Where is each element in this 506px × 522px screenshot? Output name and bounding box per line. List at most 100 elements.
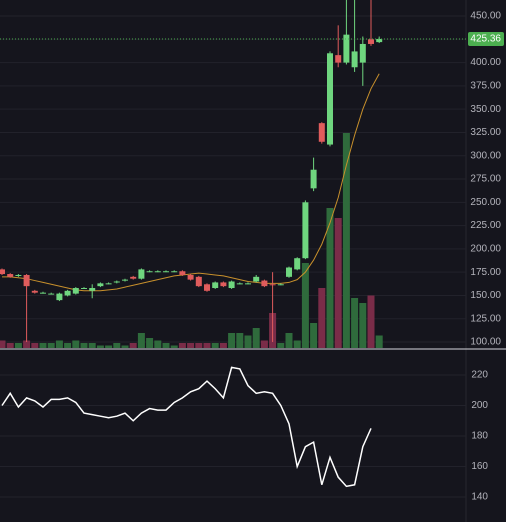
volume-bar (31, 343, 39, 348)
candle-body (97, 283, 104, 287)
volume-bar (154, 340, 162, 348)
last-price-box (468, 31, 504, 46)
candle-body (154, 271, 161, 273)
candle-body (89, 288, 96, 291)
y-tick-label: 125.00 (470, 313, 501, 324)
y-tick-label: 375.00 (470, 81, 501, 92)
volume-bar (195, 343, 203, 348)
candle-body (236, 283, 243, 285)
candle-body (343, 34, 350, 63)
volume-bar (203, 343, 211, 348)
y-tick-label: 300.00 (470, 150, 501, 161)
y-tick-label: 140 (471, 492, 488, 503)
volume-bar (367, 295, 375, 348)
candle-body (253, 276, 260, 282)
y-tick-label: 150.00 (470, 290, 501, 301)
candle-body (277, 284, 284, 286)
y-tick-label: 275.00 (470, 174, 501, 185)
last-price-label: 425.36 (470, 34, 501, 45)
candle-body (286, 267, 292, 277)
volume-bar (228, 333, 236, 348)
volume-bar (326, 208, 334, 348)
volume-bar (285, 333, 293, 348)
volume-bar (88, 343, 96, 348)
candle-body (130, 276, 137, 279)
candle-body (195, 276, 202, 287)
candle-body (368, 39, 374, 44)
volume-bar (64, 343, 72, 348)
candle-body (122, 279, 128, 281)
volume-bar (252, 328, 260, 348)
y-tick-label: 350.00 (470, 104, 501, 115)
volume-bar (55, 340, 63, 348)
candle-body (261, 280, 268, 287)
y-tick-label: 220 (471, 370, 488, 381)
volume-bar (334, 218, 342, 348)
candle-body (15, 274, 22, 276)
volume-bar (359, 303, 367, 348)
volume-bar (260, 340, 268, 348)
volume-bar (146, 338, 154, 348)
candle-body (302, 202, 309, 259)
volume-bar (277, 343, 285, 348)
volume-bar (342, 133, 350, 348)
candle-body (327, 53, 333, 145)
candle-body (138, 269, 145, 279)
candle-body (376, 38, 383, 43)
volume-bar (375, 335, 383, 348)
volume-bar (318, 288, 326, 348)
candle-body (40, 292, 46, 294)
candle-body (23, 274, 30, 287)
candle-body (335, 55, 342, 63)
volume-bar (72, 340, 80, 348)
volume-bar (351, 298, 359, 348)
volume-bar (219, 343, 227, 348)
volume-bar (47, 343, 55, 348)
volume-bar (178, 343, 186, 348)
volume-bar (301, 263, 309, 348)
candle-body (146, 271, 153, 273)
candle-body (81, 288, 87, 290)
volume-bar (105, 345, 113, 348)
volume-bar (39, 343, 47, 348)
volume-bar (96, 345, 104, 348)
candle-body (359, 43, 366, 63)
candle-body (56, 293, 63, 301)
y-tick-label: 250.00 (470, 197, 501, 208)
volume-bar (310, 323, 318, 348)
volume-bar (113, 343, 121, 348)
candle-body (7, 274, 14, 277)
candle-body (0, 269, 5, 275)
volume-bar (137, 333, 145, 348)
volume-bar (0, 340, 6, 348)
volume-bar (162, 343, 170, 348)
candle-body (113, 281, 120, 283)
candle-body (294, 258, 301, 270)
volume-bar (187, 343, 195, 348)
candle-body (171, 271, 178, 273)
y-tick-label: 325.00 (470, 127, 501, 138)
candle-body (187, 274, 194, 280)
candle-body (245, 283, 251, 285)
y-tick-label: 180 (471, 431, 488, 442)
volume-bar (129, 343, 137, 348)
volume-bar (244, 335, 252, 348)
candle-body (310, 169, 317, 189)
y-tick-label: 200 (471, 400, 488, 411)
candle-body (269, 284, 276, 286)
candle-body (163, 271, 169, 273)
candle-body (220, 282, 227, 287)
candle-body (105, 283, 112, 285)
candle-body (204, 284, 210, 291)
volume-bar (23, 340, 31, 348)
volume-bar (293, 340, 301, 348)
candle-body (72, 288, 79, 294)
y-tick-label: 225.00 (470, 220, 501, 231)
candle-body (228, 281, 235, 289)
volume-bar (80, 343, 88, 348)
volume-bar (211, 343, 219, 348)
candle-body (64, 290, 71, 296)
